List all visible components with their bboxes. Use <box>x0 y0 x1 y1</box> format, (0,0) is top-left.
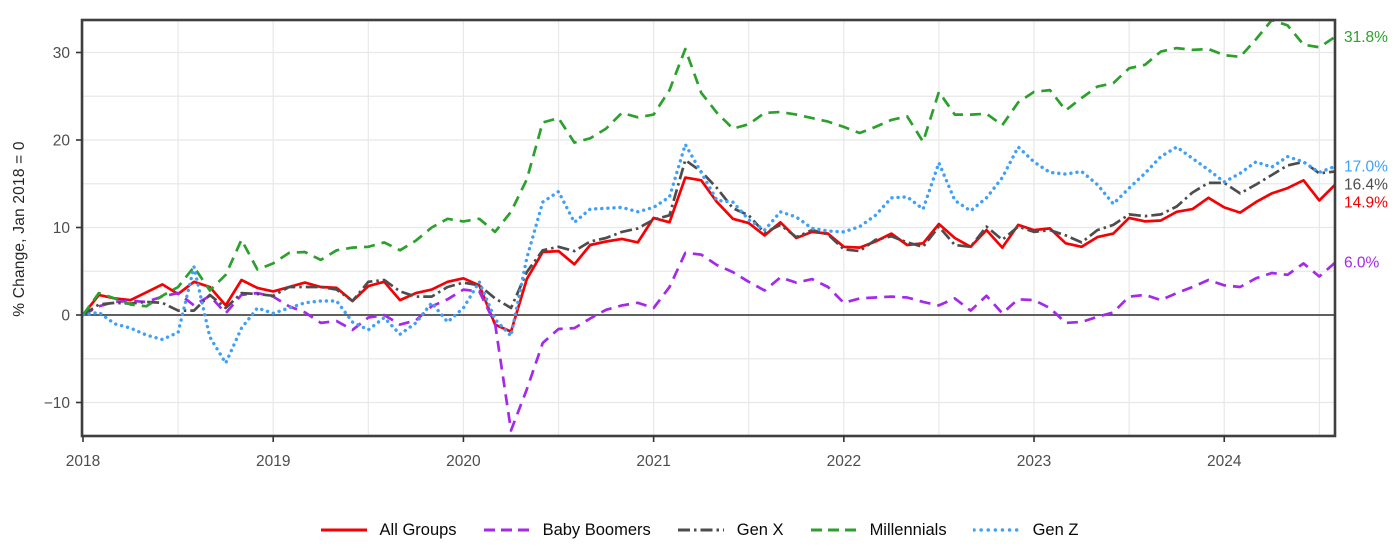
series-line-gen-x <box>82 158 1335 317</box>
x-tick-label: 2024 <box>1207 453 1242 470</box>
plot-area: −10 0 10 20 30 2018 2019 2020 2021 2022 2023 2024 31… <box>44 18 1388 470</box>
legend-line-sample <box>810 528 857 532</box>
legend-item-gen-x: Gen X <box>677 521 784 540</box>
x-tick-label: 2019 <box>256 453 290 470</box>
legend-item-millennials: Millennials <box>810 521 947 540</box>
series-end-value-label: 14.9% <box>1344 194 1388 211</box>
series-line-millennials <box>82 20 1335 316</box>
y-axis-title: % Change, Jan 2018 = 0 <box>11 141 28 317</box>
series-end-value-label: 17.0% <box>1344 158 1388 175</box>
x-tick-label: 2023 <box>1017 453 1051 470</box>
x-tick-label: 2020 <box>446 453 481 470</box>
legend-item-gen-z: Gen Z <box>972 520 1079 540</box>
x-tick-label: 2021 <box>636 453 670 470</box>
legend-label: All Groups <box>379 520 457 539</box>
series-line-baby-boomers <box>82 251 1335 432</box>
legend-label: Baby Boomers <box>542 520 651 539</box>
legend-line-sample <box>483 528 530 532</box>
legend-line-sample <box>677 528 724 532</box>
legend-item-baby-boomers: Baby Boomers <box>483 521 651 540</box>
x-tick-label: 2018 <box>66 453 100 470</box>
chart-legend: All Groups Baby Boomers Gen X Millennials Ge… <box>0 512 1398 548</box>
x-tick-label: 2022 <box>827 453 861 470</box>
series-end-value-label: 31.8% <box>1344 29 1388 46</box>
y-tick-label: −10 <box>44 395 71 412</box>
legend-label: Gen Z <box>1032 520 1079 539</box>
legend-line-sample <box>972 528 1021 532</box>
line-chart: % Change, Jan 2018 = 0 −10 0 10 20 30 2018 201… <box>11 18 1388 470</box>
legend-item-all-groups: All Groups <box>320 521 457 540</box>
y-tick-label: 30 <box>53 45 71 62</box>
series-end-value-label: 16.4% <box>1344 176 1388 193</box>
legend-label: Gen X <box>736 520 784 539</box>
y-tick-label: 10 <box>53 220 71 237</box>
legend-line-sample <box>320 528 367 532</box>
y-tick-label: 20 <box>53 133 71 150</box>
series-end-value-label: 6.0% <box>1344 255 1380 272</box>
series-line-all-groups <box>82 176 1335 333</box>
legend-label: Millennials <box>869 520 947 539</box>
y-tick-label: 0 <box>61 308 70 325</box>
series-line-gen-z <box>82 142 1335 365</box>
